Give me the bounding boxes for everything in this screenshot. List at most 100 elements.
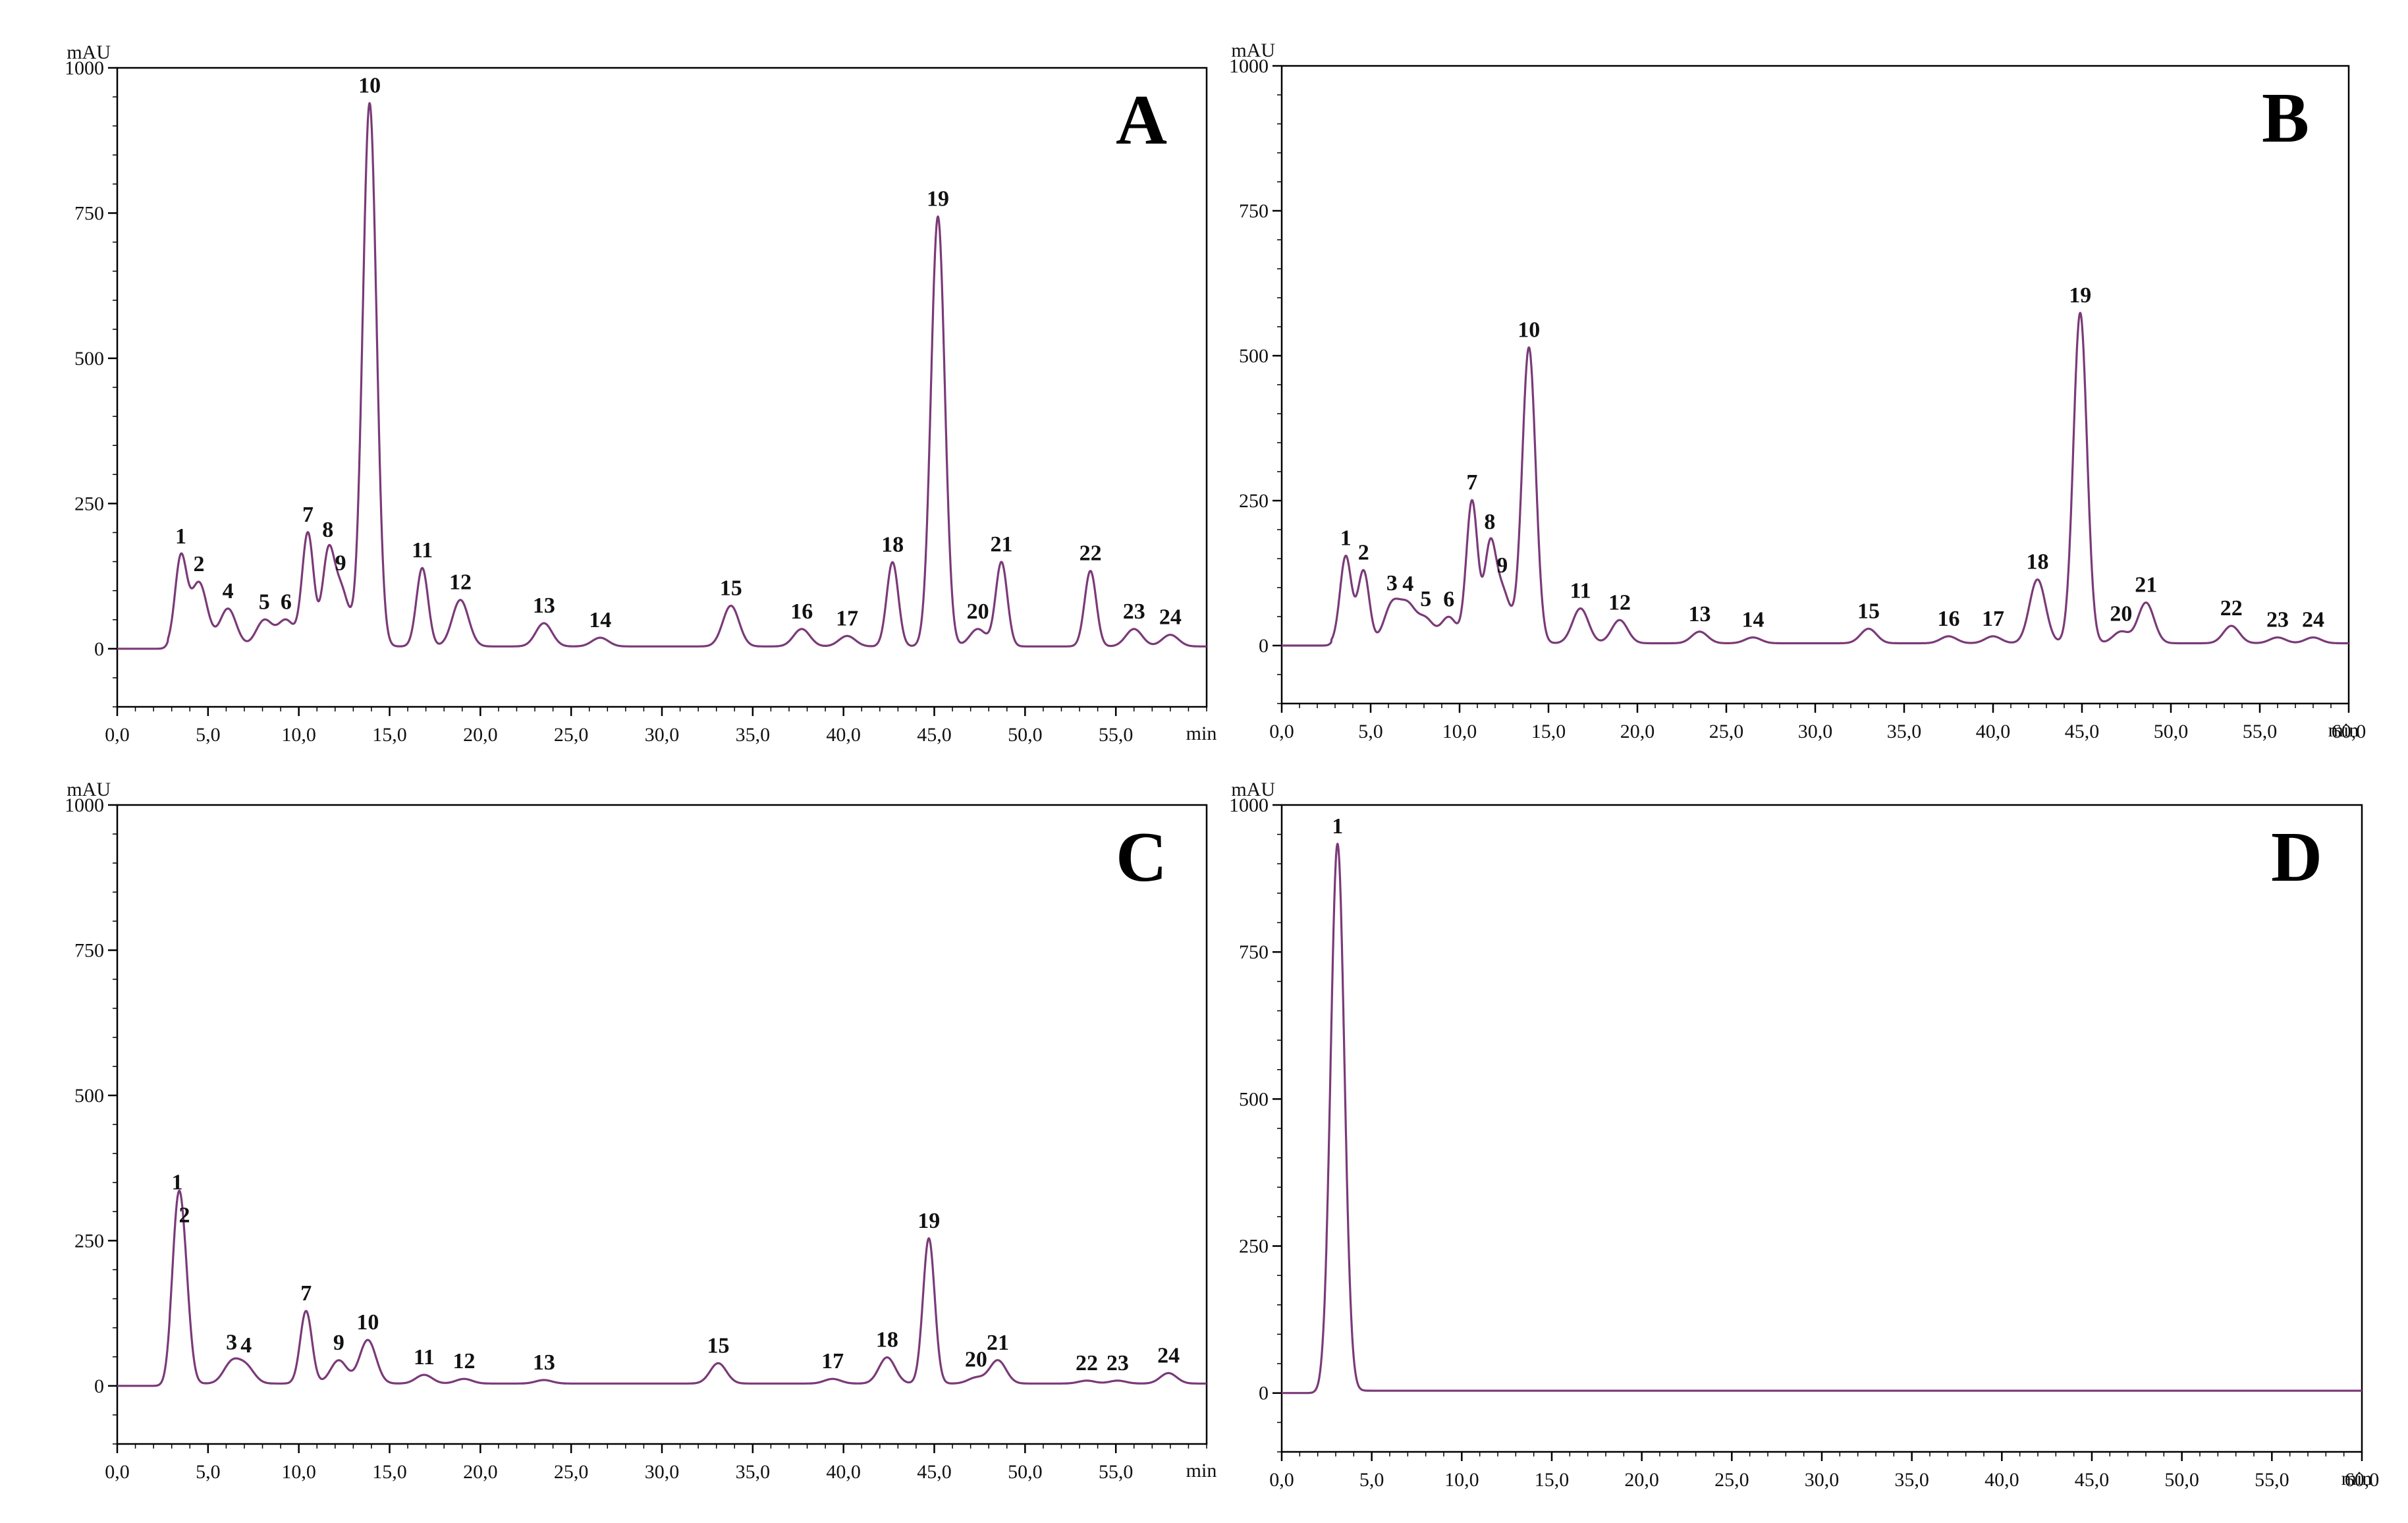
peak-label-7: 7 <box>300 1281 312 1306</box>
peak-label-14: 14 <box>1742 608 1765 632</box>
peak-label-2: 2 <box>194 552 205 576</box>
y-tick-label: 500 <box>1239 1088 1269 1110</box>
x-tick-label: 20,0 <box>1620 721 1655 742</box>
peak-label-5: 5 <box>1420 587 1431 611</box>
plot-frame <box>116 804 1208 1445</box>
y-axis-label: mAU <box>67 779 111 800</box>
x-tick-label: 0,0 <box>1269 1469 1294 1491</box>
peak-label-4: 4 <box>223 579 234 603</box>
peak-label-17: 17 <box>821 1349 844 1373</box>
y-tick-label: 0 <box>94 638 104 660</box>
x-tick-label: 30,0 <box>645 724 680 746</box>
peak-label-17: 17 <box>836 606 858 630</box>
x-tick-label: 55,0 <box>1099 724 1134 746</box>
peak-label-19: 19 <box>917 1209 940 1233</box>
x-tick-label: 50,0 <box>1008 724 1043 746</box>
peak-label-11: 11 <box>412 538 433 563</box>
x-tick-label: 35,0 <box>736 1461 771 1483</box>
x-tick-label: 5,0 <box>196 724 221 746</box>
y-tick-label: 1000 <box>1229 794 1269 816</box>
peak-label-24: 24 <box>1157 1343 1180 1368</box>
peak-label-23: 23 <box>2266 608 2289 632</box>
y-tick-label: 500 <box>74 1085 104 1107</box>
peak-label-13: 13 <box>533 1350 555 1375</box>
peak-label-1: 1 <box>171 1170 182 1194</box>
x-tick-label: 60,0 <box>2345 1469 2380 1491</box>
peak-label-1: 1 <box>1340 526 1352 551</box>
y-tick-label: 1000 <box>1229 55 1269 77</box>
peak-label-19: 19 <box>927 187 949 211</box>
peak-label-18: 18 <box>876 1328 898 1352</box>
panel-letter: A <box>1116 81 1167 159</box>
y-tick-label: 250 <box>1239 1236 1269 1258</box>
x-tick-label: 30,0 <box>1805 1469 1840 1491</box>
chromatogram-trace <box>117 102 1207 650</box>
x-tick-label: 20,0 <box>1624 1469 1659 1491</box>
plot-frame <box>1280 65 2350 705</box>
peak-label-18: 18 <box>2027 550 2049 574</box>
peak-label-14: 14 <box>589 608 611 632</box>
panel-c: 0 250 500 750 1000 0,0 5,0 10,0 15,0 20,0 25,0 30,0… <box>65 779 1217 1483</box>
peak-label-21: 21 <box>987 1331 1009 1355</box>
x-tick-label: 40,0 <box>1984 1469 2019 1491</box>
plot-frame <box>1280 804 2363 1453</box>
peak-label-6: 6 <box>1443 587 1454 611</box>
x-tick-label: 15,0 <box>1531 721 1566 742</box>
peak-label-21: 21 <box>990 532 1012 557</box>
peak-label-12: 12 <box>1608 590 1631 615</box>
x-axis-label: min <box>1186 1460 1217 1481</box>
x-tick-label: 20,0 <box>463 724 498 746</box>
y-tick-label: 750 <box>1239 941 1269 963</box>
x-tick-label: 40,0 <box>826 1461 861 1483</box>
x-tick-label: 0,0 <box>105 1461 130 1483</box>
x-tick-label: 0,0 <box>1269 721 1294 742</box>
y-tick-label: 0 <box>1259 635 1269 657</box>
x-tick-label: 30,0 <box>1798 721 1833 742</box>
peak-label-7: 7 <box>302 503 314 527</box>
panel-letter: D <box>2271 818 2322 897</box>
peak-label-6: 6 <box>281 590 292 614</box>
peak-label-2: 2 <box>178 1203 190 1227</box>
peak-label-19: 19 <box>2069 283 2091 308</box>
x-tick-label: 25,0 <box>1714 1469 1749 1491</box>
x-tick-label: 50,0 <box>2164 1469 2199 1491</box>
x-tick-label: 5,0 <box>1359 1469 1384 1491</box>
peak-label-17: 17 <box>1982 607 2004 631</box>
panel-a: 0 250 500 750 1000 0,0 5,0 10,0 15,0 20,0 25,0 30,0… <box>65 42 1217 746</box>
y-tick-label: 250 <box>74 493 104 514</box>
x-tick-label: 60,0 <box>2332 721 2367 742</box>
peak-label-4: 4 <box>240 1333 252 1358</box>
x-tick-label: 15,0 <box>372 1461 407 1483</box>
peak-label-22: 22 <box>1076 1351 1098 1375</box>
peak-label-11: 11 <box>414 1345 435 1370</box>
y-axis-label: mAU <box>67 42 111 63</box>
x-tick-label: 5,0 <box>196 1461 221 1483</box>
peak-label-9: 9 <box>335 551 346 576</box>
x-tick-label: 20,0 <box>463 1461 498 1483</box>
peak-label-12: 12 <box>453 1349 476 1373</box>
y-axis-label: mAU <box>1231 779 1275 800</box>
x-tick-label: 10,0 <box>281 1461 316 1483</box>
x-tick-label: 35,0 <box>736 724 771 746</box>
peak-label-10: 10 <box>356 1310 379 1335</box>
peak-label-20: 20 <box>967 599 989 624</box>
peak-label-23: 23 <box>1107 1351 1129 1375</box>
peak-label-3: 3 <box>1386 571 1398 595</box>
x-tick-label: 40,0 <box>826 724 861 746</box>
peak-label-13: 13 <box>1689 602 1711 626</box>
x-tick-label: 25,0 <box>554 1461 589 1483</box>
y-tick-label: 250 <box>1239 490 1269 512</box>
peak-label-16: 16 <box>1938 607 1960 631</box>
peak-label-22: 22 <box>2220 596 2243 621</box>
x-tick-label: 25,0 <box>1709 721 1744 742</box>
x-tick-label: 25,0 <box>554 724 589 746</box>
y-tick-label: 250 <box>74 1230 104 1252</box>
peak-label-12: 12 <box>449 570 472 595</box>
x-axis-label: min <box>2341 1468 2372 1489</box>
y-axis-label: mAU <box>1231 40 1275 61</box>
x-tick-label: 35,0 <box>1887 721 1922 742</box>
panel-b: 0 250 500 750 1000 0,0 5,0 10,0 15,0 20,0 25,0 30,0… <box>1229 40 2366 742</box>
peak-label-21: 21 <box>2135 573 2157 597</box>
y-tick-label: 0 <box>94 1375 104 1397</box>
peak-label-15: 15 <box>1857 599 1880 623</box>
